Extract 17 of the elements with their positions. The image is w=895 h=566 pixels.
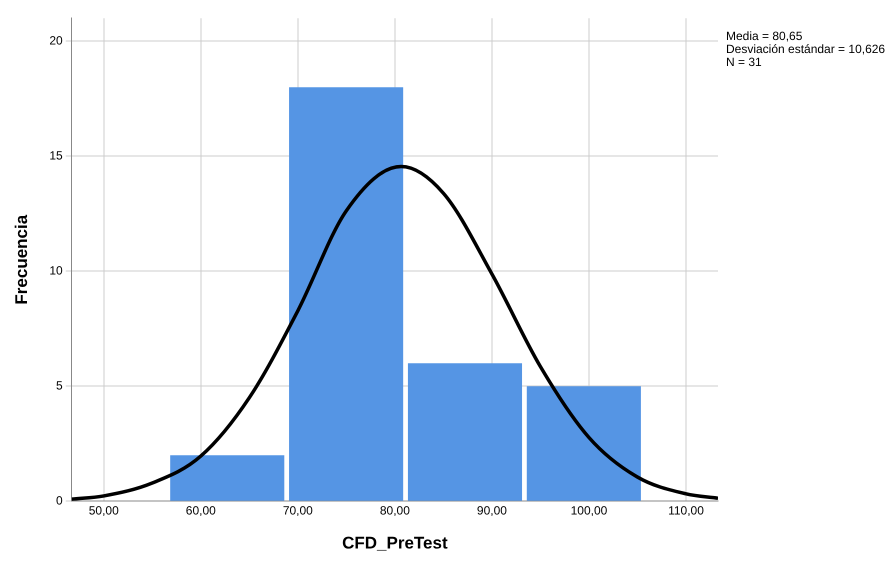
x-tick-label: 80,00 <box>380 504 410 518</box>
text: N = 31 <box>726 55 763 69</box>
y-axis-title: Frecuencia <box>12 214 31 305</box>
x-tick-label: 110,00 <box>668 504 704 518</box>
y-tick-label: 5 <box>56 378 64 393</box>
text: Media = 80,65 <box>726 29 804 43</box>
x-axis-title: CFD_PreTest <box>342 533 448 552</box>
y-tick-label: 15 <box>49 148 64 163</box>
x-tick-label: 50,00 <box>88 504 120 518</box>
text: Desviación estándar = 10,626 <box>726 42 886 56</box>
x-tick-label: 90,00 <box>476 504 508 518</box>
x-tick-label: 70,00 <box>282 504 314 518</box>
x-tick-label: 100,00 <box>570 504 608 518</box>
y-tick-label: 20 <box>49 34 64 48</box>
y-tick-label: 10 <box>49 264 64 278</box>
y-tick-label: 0 <box>56 494 64 508</box>
x-tick-label: 60,00 <box>186 504 216 518</box>
